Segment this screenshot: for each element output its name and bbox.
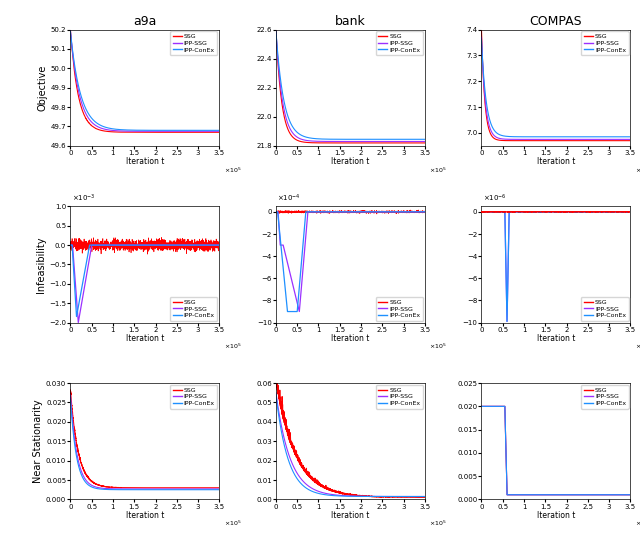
Title: COMPAS: COMPAS bbox=[530, 16, 582, 28]
X-axis label: Iteration t: Iteration t bbox=[332, 334, 369, 343]
Text: $\times10^5$: $\times10^5$ bbox=[635, 342, 640, 351]
Title: a9a: a9a bbox=[133, 16, 157, 28]
X-axis label: Iteration t: Iteration t bbox=[125, 334, 164, 343]
Legend: SSG, IPP-SSG, IPP-ConEx: SSG, IPP-SSG, IPP-ConEx bbox=[170, 297, 218, 321]
Text: $\times10^{-4}$: $\times10^{-4}$ bbox=[277, 193, 301, 204]
Text: $\times10^5$: $\times10^5$ bbox=[429, 165, 447, 175]
Legend: SSG, IPP-SSG, IPP-ConEx: SSG, IPP-SSG, IPP-ConEx bbox=[376, 297, 423, 321]
Legend: SSG, IPP-SSG, IPP-ConEx: SSG, IPP-SSG, IPP-ConEx bbox=[376, 31, 423, 55]
Legend: SSG, IPP-SSG, IPP-ConEx: SSG, IPP-SSG, IPP-ConEx bbox=[170, 31, 218, 55]
Text: $\times10^5$: $\times10^5$ bbox=[429, 519, 447, 528]
Text: $\times10^5$: $\times10^5$ bbox=[635, 165, 640, 175]
X-axis label: Iteration t: Iteration t bbox=[537, 334, 575, 343]
Legend: SSG, IPP-SSG, IPP-ConEx: SSG, IPP-SSG, IPP-ConEx bbox=[581, 385, 628, 409]
Text: $\times10^5$: $\times10^5$ bbox=[429, 342, 447, 351]
Text: $\times10^5$: $\times10^5$ bbox=[223, 519, 241, 528]
Legend: SSG, IPP-SSG, IPP-ConEx: SSG, IPP-SSG, IPP-ConEx bbox=[170, 385, 218, 409]
Y-axis label: Objective: Objective bbox=[38, 64, 48, 111]
Y-axis label: Infeasibility: Infeasibility bbox=[36, 236, 46, 293]
Text: $\times10^5$: $\times10^5$ bbox=[223, 165, 241, 175]
X-axis label: Iteration t: Iteration t bbox=[125, 157, 164, 166]
Title: bank: bank bbox=[335, 16, 366, 28]
Legend: SSG, IPP-SSG, IPP-ConEx: SSG, IPP-SSG, IPP-ConEx bbox=[376, 385, 423, 409]
Legend: SSG, IPP-SSG, IPP-ConEx: SSG, IPP-SSG, IPP-ConEx bbox=[581, 31, 628, 55]
Text: $\times10^{-6}$: $\times10^{-6}$ bbox=[483, 193, 507, 204]
X-axis label: Iteration t: Iteration t bbox=[125, 511, 164, 520]
X-axis label: Iteration t: Iteration t bbox=[332, 157, 369, 166]
Legend: SSG, IPP-SSG, IPP-ConEx: SSG, IPP-SSG, IPP-ConEx bbox=[581, 297, 628, 321]
Y-axis label: Near Stationarity: Near Stationarity bbox=[33, 400, 44, 483]
Text: $\times10^{-3}$: $\times10^{-3}$ bbox=[72, 193, 95, 204]
Text: $\times10^5$: $\times10^5$ bbox=[223, 342, 241, 351]
Text: $\times10^5$: $\times10^5$ bbox=[635, 519, 640, 528]
X-axis label: Iteration t: Iteration t bbox=[332, 511, 369, 520]
X-axis label: Iteration t: Iteration t bbox=[537, 157, 575, 166]
X-axis label: Iteration t: Iteration t bbox=[537, 511, 575, 520]
